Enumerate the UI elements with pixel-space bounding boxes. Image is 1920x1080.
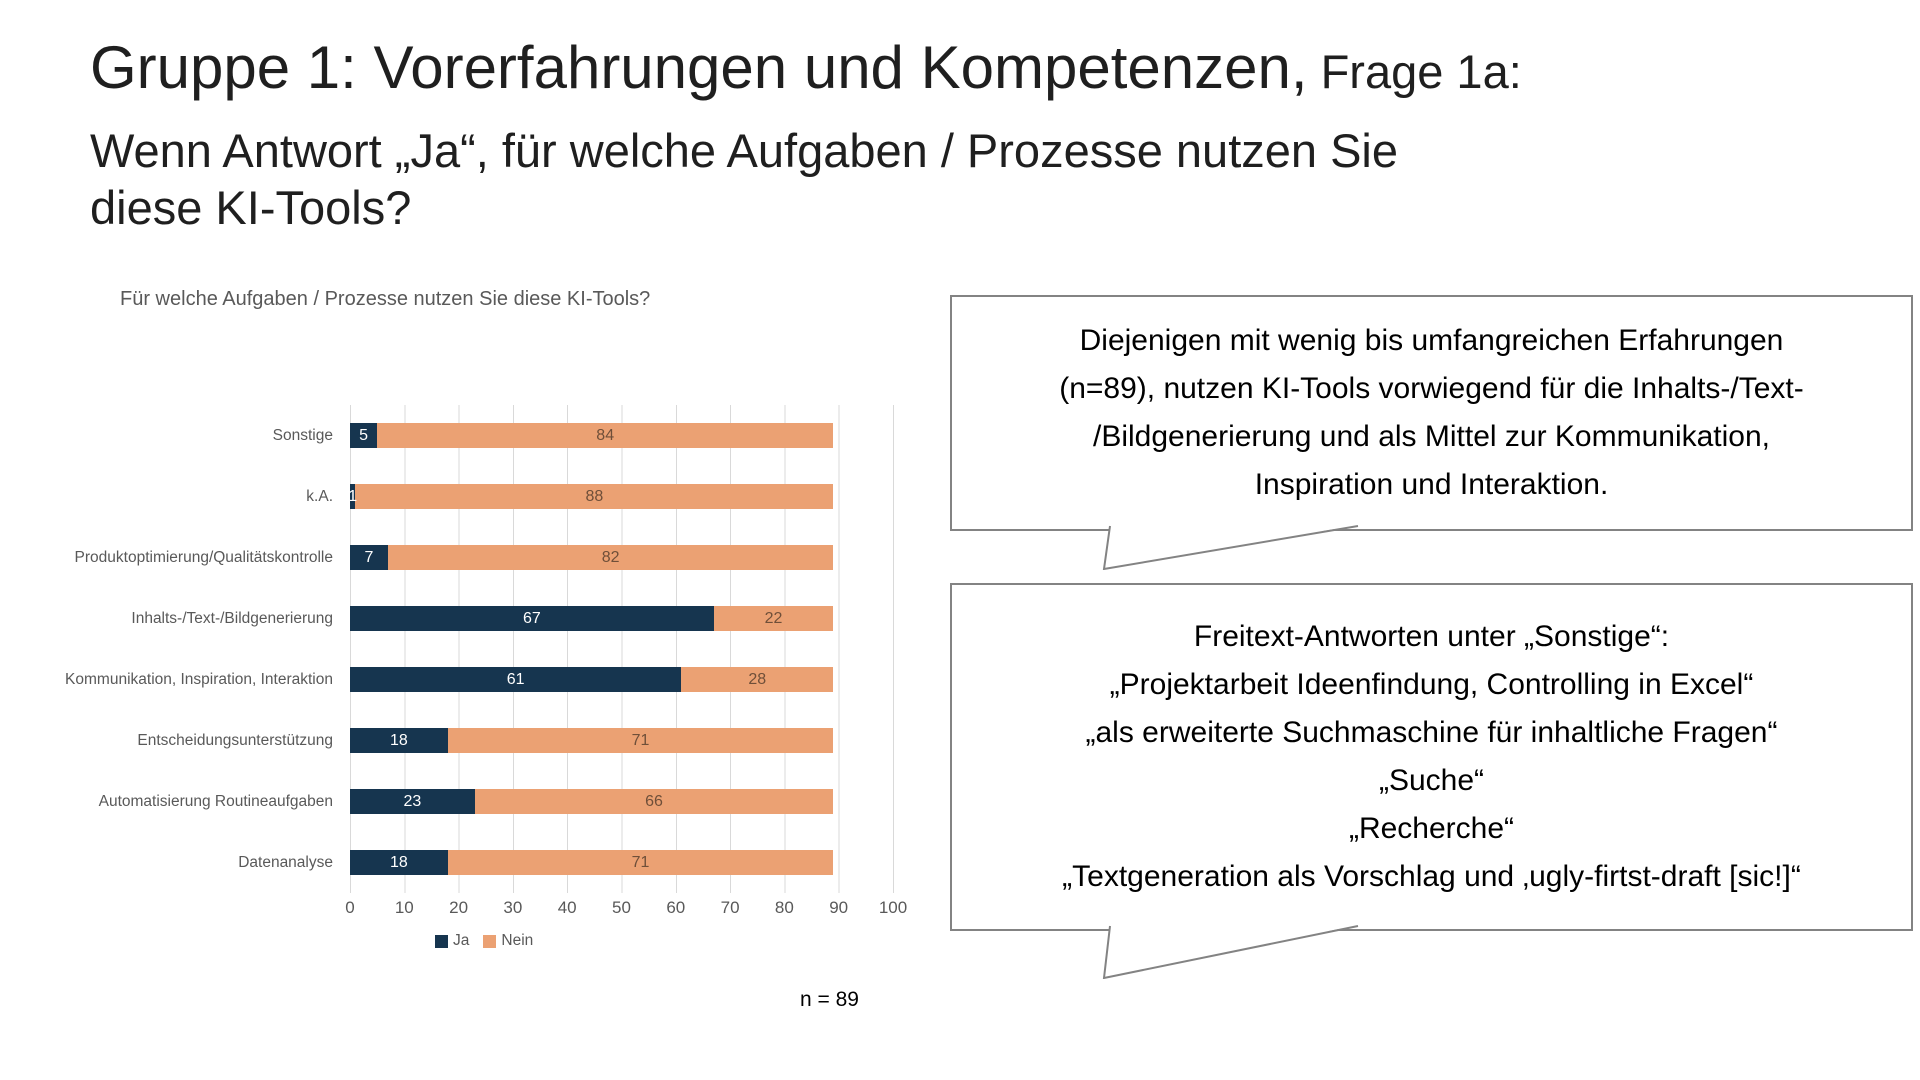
slide-title-suffix: Frage 1a:	[1307, 45, 1522, 98]
bar-segment-nein: 71	[447, 728, 834, 753]
bar-value-label: 1	[348, 487, 358, 505]
bar-value-label: 7	[364, 548, 374, 566]
legend-label: Nein	[501, 932, 534, 949]
bar-row: 7 82	[350, 545, 834, 570]
callout-summary-text: Diejenigen mit wenig bis umfangreichen E…	[952, 317, 1911, 509]
slide-title-line1: Gruppe 1: Vorerfahrungen und Kompetenzen…	[90, 30, 1730, 122]
bar-segment-ja: 1	[348, 484, 358, 509]
bar-value-label: 18	[389, 731, 408, 749]
legend-swatch-nein	[483, 934, 497, 948]
callout-tail-icon	[1102, 925, 1359, 979]
category-label: Inhalts-/Text-/Bildgenerierung	[131, 609, 333, 627]
bar-row: 5 84	[350, 423, 834, 448]
x-tick-label: 10	[394, 898, 414, 917]
bar-segment-nein: 82	[388, 545, 834, 570]
bar-segment-ja: 18	[350, 728, 448, 753]
category-label: Datenanalyse	[238, 853, 333, 871]
callout-line: Inspiration und Interaktion.	[1254, 468, 1609, 501]
callout-line: Diejenigen mit wenig bis umfangreichen E…	[1079, 324, 1784, 357]
bar-segment-nein: 28	[681, 667, 834, 692]
callout-line: „Projektarbeit Ideenfindung, Controlling…	[1109, 668, 1754, 701]
bar-segment-nein: 22	[713, 606, 834, 631]
bar-value-label: 67	[523, 609, 541, 627]
bar-value-label: 71	[631, 853, 650, 871]
bar-segment-ja: 5	[350, 423, 378, 448]
bar-value-label: 71	[631, 731, 650, 749]
bar-row: 23 66	[350, 789, 834, 814]
x-tick-label: 50	[612, 898, 631, 917]
bar-value-label: 66	[645, 792, 663, 810]
x-tick-label: 90	[829, 898, 849, 917]
callout-freitext: Freitext-Antworten unter „Sonstige“: „Pro…	[950, 583, 1913, 979]
category-label: Automatisierung Routineaufgaben	[98, 792, 333, 810]
callout-line: „als erweiterte Suchmaschine für inhaltl…	[1085, 716, 1778, 749]
legend-item: Ja	[435, 932, 469, 950]
x-tick-label: 70	[720, 898, 740, 917]
callout-freitext-text: Freitext-Antworten unter „Sonstige“: „Pro…	[952, 613, 1911, 901]
callout-summary: Diejenigen mit wenig bis umfangreichen E…	[950, 295, 1913, 570]
slide-title-line3: diese KI-Tools?	[90, 181, 412, 234]
callout-line: (n=89), nutzen KI-Tools vorwiegend für d…	[1059, 372, 1804, 405]
bar-value-label: 23	[403, 792, 422, 810]
category-label: k.A.	[306, 487, 333, 505]
stacked-bar-chart: Für welche Aufgaben / Prozesse nutzen Si…	[35, 280, 915, 1070]
legend-item: Nein	[483, 932, 533, 950]
category-label: Produktoptimierung/Qualitätskontrolle	[74, 548, 333, 566]
x-tick-label: 60	[666, 898, 686, 917]
bar-segment-ja: 67	[350, 606, 714, 631]
x-tick-label: 40	[557, 898, 577, 917]
bar-segment-nein: 88	[355, 484, 834, 509]
legend-label: Ja	[453, 932, 470, 949]
slide-title-line2: Wenn Antwort „Ja“, für welche Aufgaben /…	[90, 124, 1399, 177]
bar-value-label: 84	[596, 426, 615, 444]
bar-row: 18 71	[350, 850, 834, 875]
slide-title-main: Gruppe 1: Vorerfahrungen und Kompetenzen…	[90, 34, 1308, 101]
callout-line: „Textgeneration als Vorschlag und ‚ugly-…	[1062, 860, 1801, 893]
chart-title: Für welche Aufgaben / Prozesse nutzen Si…	[120, 288, 651, 310]
bar-segment-nein: 71	[447, 850, 834, 875]
category-label: Entscheidungsunterstützung	[137, 731, 333, 749]
x-tick-label: 0	[345, 898, 355, 917]
x-tick-label: 30	[503, 898, 523, 917]
x-tick-label: 80	[774, 898, 794, 917]
plot-area: 5 84 1 88 7 82 67 22 61 28 18 71 23 66 18 71	[348, 405, 894, 893]
bar-segment-ja: 7	[350, 545, 388, 570]
category-label: Sonstige	[272, 426, 333, 444]
bar-segment-nein: 84	[377, 423, 834, 448]
category-label: Kommunikation, Inspiration, Interaktion	[65, 670, 333, 688]
bar-value-label: 61	[506, 670, 525, 688]
callout-line: Freitext-Antworten unter „Sonstige“:	[1193, 620, 1670, 653]
callout-line: „Suche“	[1378, 764, 1485, 797]
callout-line: /Bildgenerierung und als Mittel zur Komm…	[1092, 420, 1770, 453]
bar-value-label: 22	[764, 609, 783, 627]
bar-row: 67 22	[350, 606, 834, 631]
bar-segment-ja: 18	[350, 850, 448, 875]
bar-row: 18 71	[350, 728, 834, 753]
sample-size-note: n = 89	[800, 988, 859, 1011]
bar-value-label: 18	[389, 853, 408, 871]
slide-title: Gruppe 1: Vorerfahrungen und Kompetenzen…	[90, 30, 1730, 236]
bar-value-label: 82	[601, 548, 620, 566]
legend-swatch-ja	[435, 934, 448, 948]
chart-legend: Ja Nein	[435, 932, 533, 950]
bar-value-label: 88	[585, 487, 604, 505]
x-tick-label: 20	[449, 898, 469, 917]
bar-row: 1 88	[348, 484, 834, 509]
bar-segment-nein: 66	[474, 789, 834, 814]
bar-row: 61 28	[350, 667, 834, 692]
callout-tail-icon	[1102, 525, 1359, 570]
x-tick-label: 100	[878, 898, 908, 917]
bar-segment-ja: 23	[350, 789, 475, 814]
bar-value-label: 28	[748, 670, 767, 688]
bar-value-label: 5	[359, 426, 369, 444]
callout-line: „Recherche“	[1348, 812, 1515, 845]
bar-segment-ja: 61	[350, 667, 682, 692]
